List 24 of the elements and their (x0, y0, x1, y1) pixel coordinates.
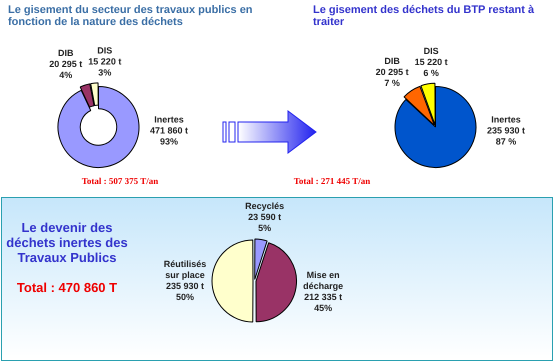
slice-label: Réutilisés sur place (164, 258, 206, 280)
slice-label: DIS (97, 45, 112, 56)
chart-title: Le gisement du secteur des travaux publics en fonction de la nature des déchets (8, 4, 254, 28)
data-label: 20 295 t 7 % (376, 66, 409, 88)
data-label: 20 295 t 4% (49, 59, 82, 80)
slice-label: Inertes (154, 114, 184, 125)
text: Le devenir des déchets inertes des Travaux Publics (6, 220, 128, 265)
data-label: 23 590 t 5% (248, 212, 282, 233)
data-label: 212 335 t 45% (304, 292, 342, 313)
data-label: 471 860 t 93% (150, 126, 188, 147)
text: Total : 470 860 T (16, 280, 118, 295)
data-label: 15 220 t 6 % (414, 57, 448, 78)
slice-label: Inertes (491, 114, 521, 125)
slice-label: DIB (58, 48, 74, 58)
slice-label: Mise en décharge (303, 270, 344, 291)
data-label: 235 930 t 50% (166, 280, 204, 302)
data-label: 235 930 t 87 % (486, 126, 526, 147)
slice-label: DIB (384, 56, 400, 66)
slice-label: DIS (424, 46, 439, 56)
slice-label: Recyclés (245, 200, 284, 211)
chart-title: Le gisement des déchets du BTP restant à traiter (313, 4, 536, 28)
text: Total : 271 445 T/an (292, 176, 372, 186)
data-label: 15 220 t 3% (88, 56, 122, 78)
text: Total : 507 375 T/an (80, 176, 160, 186)
